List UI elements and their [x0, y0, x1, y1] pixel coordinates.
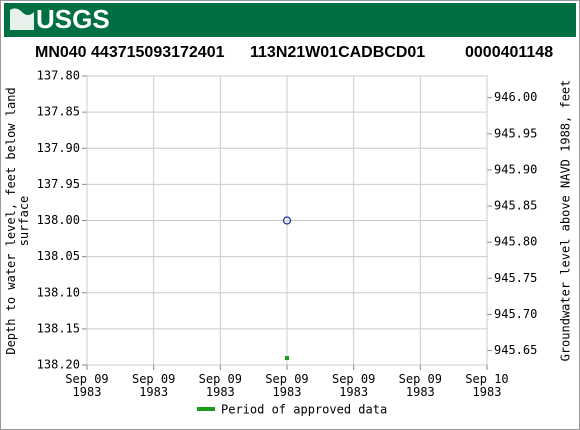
x-tick-label: Sep 09 1983 [65, 372, 109, 399]
y-axis-label: Depth to water level, feet below land su… [4, 87, 31, 355]
x-tick-label: Sep 09 1983 [131, 372, 176, 399]
y-tick-label: 138.20 [37, 358, 80, 372]
chart-title: 0000401148 [465, 44, 553, 61]
logo-text: USGS [36, 4, 110, 34]
y2-tick-label: 945.70 [494, 307, 537, 321]
y2-axis-label: Groundwater level above NAVD 1988, feet [558, 79, 573, 362]
chart-title: MN040 443715093172401 [35, 44, 225, 61]
x-tick-label: Sep 09 1983 [331, 372, 376, 399]
x-tick-label: Sep 10 1983 [465, 372, 509, 399]
y2-tick-label: 945.80 [494, 235, 537, 249]
y-tick-label: 137.90 [37, 141, 80, 155]
y-tick-label: 138.15 [37, 321, 80, 335]
y2-tick-label: 946.00 [494, 90, 537, 104]
y-tick-label: 137.80 [37, 69, 80, 83]
legend-label: Period of approved data [221, 403, 387, 417]
approved-period [285, 356, 289, 360]
y-tick-label: 138.05 [37, 249, 80, 263]
y2-tick-label: 945.85 [494, 199, 537, 213]
y2-tick-label: 945.75 [494, 271, 537, 285]
y2-tick-label: 945.95 [494, 126, 537, 140]
header-bar [4, 3, 576, 37]
y-tick-label: 138.10 [37, 285, 80, 299]
y-tick-label: 137.95 [37, 177, 80, 191]
chart-title: 113N21W01CADBCD01 [250, 44, 425, 61]
y-tick-label: 137.85 [37, 105, 80, 119]
x-tick-label: Sep 09 1983 [198, 372, 242, 399]
x-tick-label: Sep 09 1983 [265, 372, 309, 399]
y2-tick-label: 945.65 [494, 343, 537, 357]
x-tick-label: Sep 09 1983 [398, 372, 442, 399]
y-tick-label: 138.00 [37, 213, 80, 227]
point [282, 216, 292, 225]
y2-tick-label: 945.90 [494, 162, 537, 176]
logo-mark [10, 8, 34, 30]
